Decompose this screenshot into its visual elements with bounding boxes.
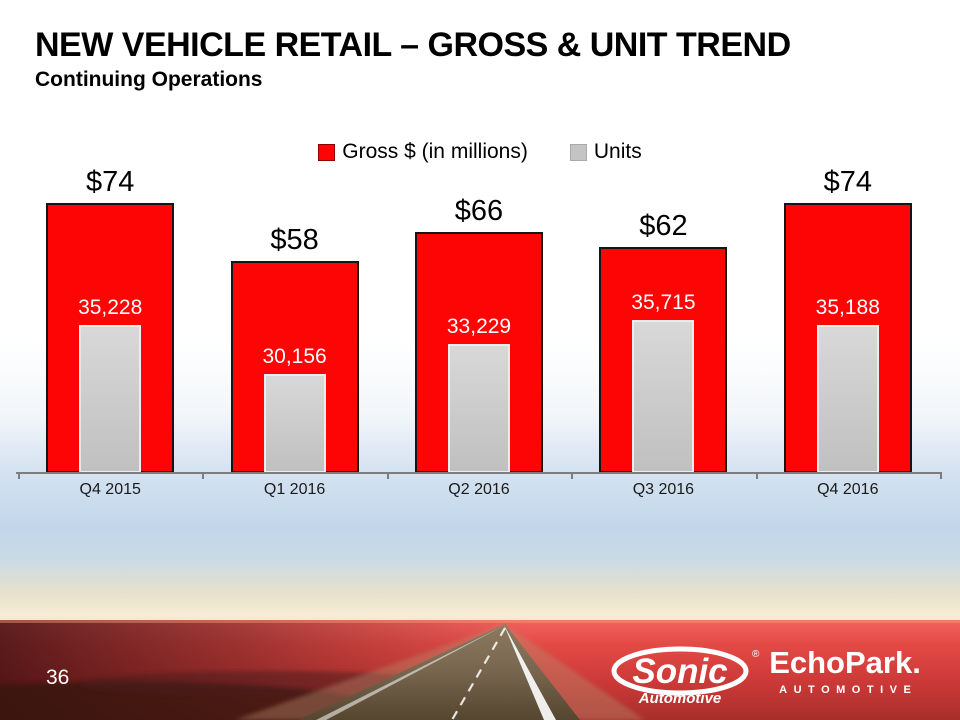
gross-data-label: $74	[85, 165, 135, 198]
sonic-wordmark: Sonic	[632, 652, 727, 691]
x-axis-line	[16, 472, 942, 474]
units-data-label: 33,229	[446, 315, 512, 339]
x-axis-tick	[202, 473, 205, 479]
units-bar	[263, 374, 326, 473]
units-data-label: 35,188	[815, 296, 880, 320]
sonic-oval-icon: Sonic ® Automotive	[611, 646, 760, 707]
x-axis-tick	[18, 473, 20, 479]
units-legend-swatch-icon	[569, 143, 587, 161]
slide-title: NEW VEHICLE RETAIL – GROSS & UNIT TREND	[35, 26, 791, 64]
x-axis-tick	[940, 473, 942, 479]
category-axis-label: Q2 2016	[448, 481, 510, 498]
highway-photo-background	[0, 620, 960, 720]
chart-legend: Gross $ (in millions) Units	[0, 140, 960, 164]
category-axis-label: Q4 2016	[817, 481, 879, 498]
units-legend-label: Units	[593, 140, 642, 163]
legend-item-units: Units	[569, 140, 642, 164]
units-bar	[632, 320, 695, 473]
desert-road-illustration	[0, 620, 960, 720]
gross-legend-swatch-icon	[318, 143, 336, 161]
gross-data-label: $62	[639, 209, 688, 242]
echopark-automotive-label: AUTOMOTIVE	[779, 684, 918, 697]
sonic-automotive-label: Automotive	[638, 690, 722, 707]
units-data-label: 30,156	[262, 345, 327, 369]
gross-data-label: $58	[270, 224, 319, 257]
gross-data-label: $74	[823, 165, 872, 198]
sonic-registered-mark: ®	[752, 649, 760, 660]
units-bar	[448, 344, 510, 473]
echopark-automotive-logo: EchoPark. AUTOMOTIVE	[752, 645, 938, 697]
units-bar	[79, 324, 142, 473]
echopark-wordmark: EchoPark.	[769, 645, 921, 680]
x-axis-tick	[571, 473, 574, 479]
x-axis-tick	[386, 473, 389, 479]
page-number: 36	[46, 666, 70, 689]
bar-chart: $74 35,228 Q4 2015 $58 30,156 Q1 2016 $66 33,22…	[16, 165, 942, 498]
units-data-label: 35,715	[631, 291, 696, 314]
category-axis-label: Q3 2016	[632, 481, 695, 498]
gross-legend-label: Gross $ (in millions)	[342, 140, 528, 163]
category-axis-label: Q4 2015	[79, 481, 141, 498]
slide-subtitle: Continuing Operations	[35, 68, 263, 91]
gross-data-label: $66	[454, 195, 504, 228]
x-axis-tick	[755, 473, 758, 479]
units-bar	[816, 325, 879, 473]
sonic-automotive-logo: Sonic ® Automotive	[610, 645, 760, 707]
legend-item-gross: Gross $ (in millions)	[318, 140, 528, 164]
units-data-label: 35,228	[78, 295, 143, 319]
category-axis-label: Q1 2016	[263, 481, 326, 498]
